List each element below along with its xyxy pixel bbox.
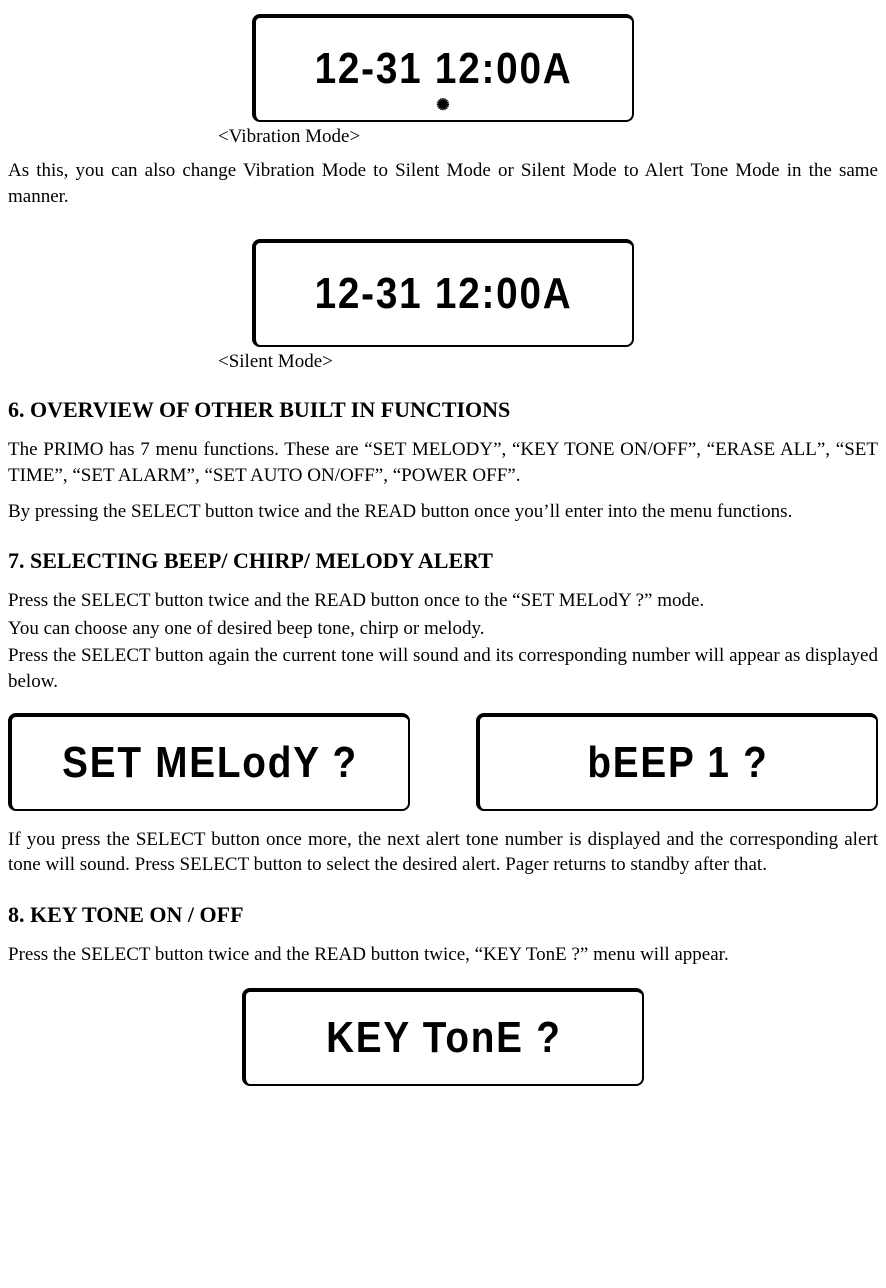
caption-silent: <Silent Mode> xyxy=(218,351,878,373)
section-7-p4: If you press the SELECT button once more… xyxy=(8,827,878,878)
section-6-p2: By pressing the SELECT button twice and … xyxy=(8,499,878,525)
lcd-vibration: 12-31 12:00A ✺ xyxy=(252,14,634,122)
lcd-silent: 12-31 12:00A xyxy=(252,239,634,347)
para-vibration-change: As this, you can also change Vibration M… xyxy=(8,158,878,209)
section-6-title: 6. OVERVIEW OF OTHER BUILT IN FUNCTIONS xyxy=(8,397,878,423)
section-7-p3: Press the SELECT button again the curren… xyxy=(8,643,878,694)
lcd-key-tone-block: KEY TonE ? xyxy=(8,988,878,1086)
section-7-title: 7. SELECTING BEEP/ CHIRP/ MELODY ALERT xyxy=(8,548,878,574)
lcd-silent-text: 12-31 12:00A xyxy=(315,272,573,316)
lcd-vibration-block: 12-31 12:00A ✺ xyxy=(8,14,878,122)
section-8-p1: Press the SELECT button twice and the RE… xyxy=(8,942,878,968)
lcd-key-tone: KEY TonE ? xyxy=(242,988,644,1086)
section-7-p1: Press the SELECT button twice and the RE… xyxy=(8,588,878,614)
lcd-set-melody-text: SET MELodY ? xyxy=(62,741,358,785)
lcd-set-melody: SET MELodY ? xyxy=(8,713,410,811)
lcd-vibration-text: 12-31 12:00A xyxy=(315,47,573,91)
caption-vibration: <Vibration Mode> xyxy=(218,126,878,148)
lcd-beep: bEEP 1 ? xyxy=(476,713,878,811)
section-7-p2: You can choose any one of desired beep t… xyxy=(8,616,878,642)
vibration-icon: ✺ xyxy=(436,98,451,114)
lcd-pair-melody: SET MELodY ? bEEP 1 ? xyxy=(8,713,878,811)
lcd-key-tone-text: KEY TonE ? xyxy=(326,1016,562,1060)
section-6-p1: The PRIMO has 7 menu functions. These ar… xyxy=(8,437,878,488)
section-8-title: 8. KEY TONE ON / OFF xyxy=(8,902,878,928)
lcd-silent-block: 12-31 12:00A xyxy=(8,239,878,347)
lcd-beep-text: bEEP 1 ? xyxy=(587,741,768,785)
